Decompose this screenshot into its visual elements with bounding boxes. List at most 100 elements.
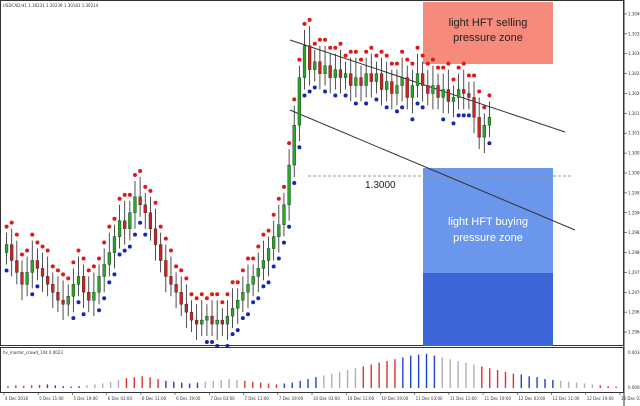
bull-candle bbox=[297, 77, 301, 126]
signal-dot-red bbox=[369, 45, 374, 50]
bull-candle bbox=[431, 85, 435, 94]
signal-dot-blue bbox=[251, 300, 256, 305]
bear-candle bbox=[308, 45, 312, 70]
bear-candle bbox=[462, 89, 466, 94]
signal-dot-blue bbox=[415, 101, 420, 106]
time-tick-label: 7 Dec 03:00 bbox=[210, 396, 235, 401]
bear-candle bbox=[82, 276, 86, 293]
signal-dot-red bbox=[312, 41, 317, 46]
bear-candle bbox=[220, 319, 224, 325]
bull-candle bbox=[354, 77, 358, 86]
price-tick-label: 1.2990 bbox=[628, 210, 640, 215]
bull-candle bbox=[256, 268, 260, 277]
signal-dot-red bbox=[107, 224, 112, 229]
buying-pressure-zone-upper bbox=[423, 168, 553, 273]
price-tick-label: 1.2975 bbox=[628, 270, 640, 275]
buying-pressure-zone-lower bbox=[423, 273, 553, 346]
bull-candle bbox=[97, 276, 101, 293]
signal-dot-red bbox=[317, 37, 322, 42]
signal-dot-blue bbox=[323, 89, 328, 94]
selling-zone-title: light HFT selling bbox=[449, 17, 528, 29]
signal-dot-blue bbox=[410, 117, 415, 122]
bull-candle bbox=[487, 117, 492, 126]
buying-zone-subtitle: pressure zone bbox=[453, 232, 523, 244]
signal-dot-blue bbox=[487, 141, 492, 146]
signal-dots bbox=[4, 17, 492, 348]
time-axis: 4 Dec 2018 5 Dec 11:00 5 Dec 19:00 6 Dec 03… bbox=[3, 392, 640, 401]
signal-dot-red bbox=[19, 252, 24, 257]
signal-dot-red bbox=[436, 65, 441, 70]
bull-candle bbox=[266, 248, 271, 261]
signal-dot-red bbox=[184, 276, 189, 281]
signal-dot-blue bbox=[333, 93, 338, 98]
time-tick-label: 5 Dec 11:00 bbox=[39, 396, 64, 401]
signal-dot-red bbox=[410, 61, 415, 66]
signal-dot-red bbox=[451, 77, 456, 82]
signal-dot-red bbox=[220, 300, 225, 305]
signal-dot-red bbox=[415, 45, 420, 50]
bear-candle bbox=[61, 300, 65, 305]
bull-candle bbox=[374, 73, 379, 82]
signal-dot-red bbox=[148, 188, 153, 193]
signal-dot-blue bbox=[102, 296, 107, 301]
signal-dot-blue bbox=[400, 105, 405, 110]
bull-candle bbox=[133, 196, 137, 213]
price-tick-label: 1.3015 bbox=[628, 111, 640, 116]
indicator-tick-label: 0.0000 bbox=[628, 385, 640, 390]
signal-dot-red bbox=[487, 93, 492, 98]
bear-candle bbox=[164, 260, 168, 277]
signal-dot-red bbox=[194, 296, 199, 301]
signal-dot-red bbox=[246, 256, 250, 261]
bull-candle bbox=[261, 260, 266, 269]
time-tick-label: 5 Dec 19:00 bbox=[73, 396, 98, 401]
price-tick-label: 1.2985 bbox=[628, 230, 640, 235]
bear-candle bbox=[123, 220, 127, 229]
signal-dot-red bbox=[328, 45, 333, 50]
signal-dot-blue bbox=[420, 105, 425, 110]
price-tick-label: 1.3035 bbox=[628, 31, 640, 36]
signal-dot-red bbox=[199, 292, 204, 297]
signal-dot-red bbox=[40, 244, 45, 249]
time-tick-label: 10 Dec 11:00 bbox=[347, 396, 374, 401]
bear-candle bbox=[195, 319, 199, 325]
bear-candle bbox=[421, 73, 425, 86]
bull-candle bbox=[292, 125, 296, 166]
signal-dot-red bbox=[102, 240, 107, 245]
signal-dot-red bbox=[323, 37, 328, 42]
signal-dot-red bbox=[210, 292, 215, 297]
bear-candle bbox=[328, 65, 332, 78]
signal-dot-red bbox=[251, 256, 256, 261]
signal-dot-red bbox=[281, 184, 286, 189]
signal-dot-blue bbox=[112, 272, 117, 277]
signal-dot-blue bbox=[81, 312, 86, 317]
bear-candle bbox=[426, 85, 430, 94]
bear-candle bbox=[184, 304, 188, 313]
bear-candle bbox=[174, 284, 178, 293]
signal-dot-blue bbox=[364, 101, 369, 106]
bull-candle bbox=[302, 45, 307, 78]
signal-dot-red bbox=[276, 196, 281, 201]
signal-dot-blue bbox=[215, 344, 220, 348]
bear-candle bbox=[143, 204, 147, 213]
bear-candle bbox=[10, 244, 14, 261]
indicator-panel-frame bbox=[0, 347, 624, 393]
signal-dot-blue bbox=[302, 93, 307, 98]
bull-candle bbox=[225, 315, 230, 325]
bear-candle bbox=[390, 81, 394, 94]
bull-candle bbox=[92, 292, 96, 301]
signal-dot-blue bbox=[107, 280, 112, 285]
signal-dot-blue bbox=[122, 248, 127, 253]
signal-dot-blue bbox=[384, 105, 389, 110]
signal-dot-red bbox=[333, 45, 338, 50]
signal-dot-red bbox=[461, 61, 466, 66]
signal-dot-blue bbox=[312, 85, 317, 90]
signal-dot-red bbox=[97, 256, 102, 261]
time-tick-label: 13 Dec 03:00 bbox=[621, 396, 640, 401]
bull-candle bbox=[451, 97, 456, 102]
signal-dot-red bbox=[379, 49, 384, 54]
bull-candle bbox=[410, 85, 414, 98]
bear-candle bbox=[189, 311, 194, 321]
bear-candle bbox=[349, 73, 353, 86]
signal-dot-red bbox=[287, 141, 292, 146]
